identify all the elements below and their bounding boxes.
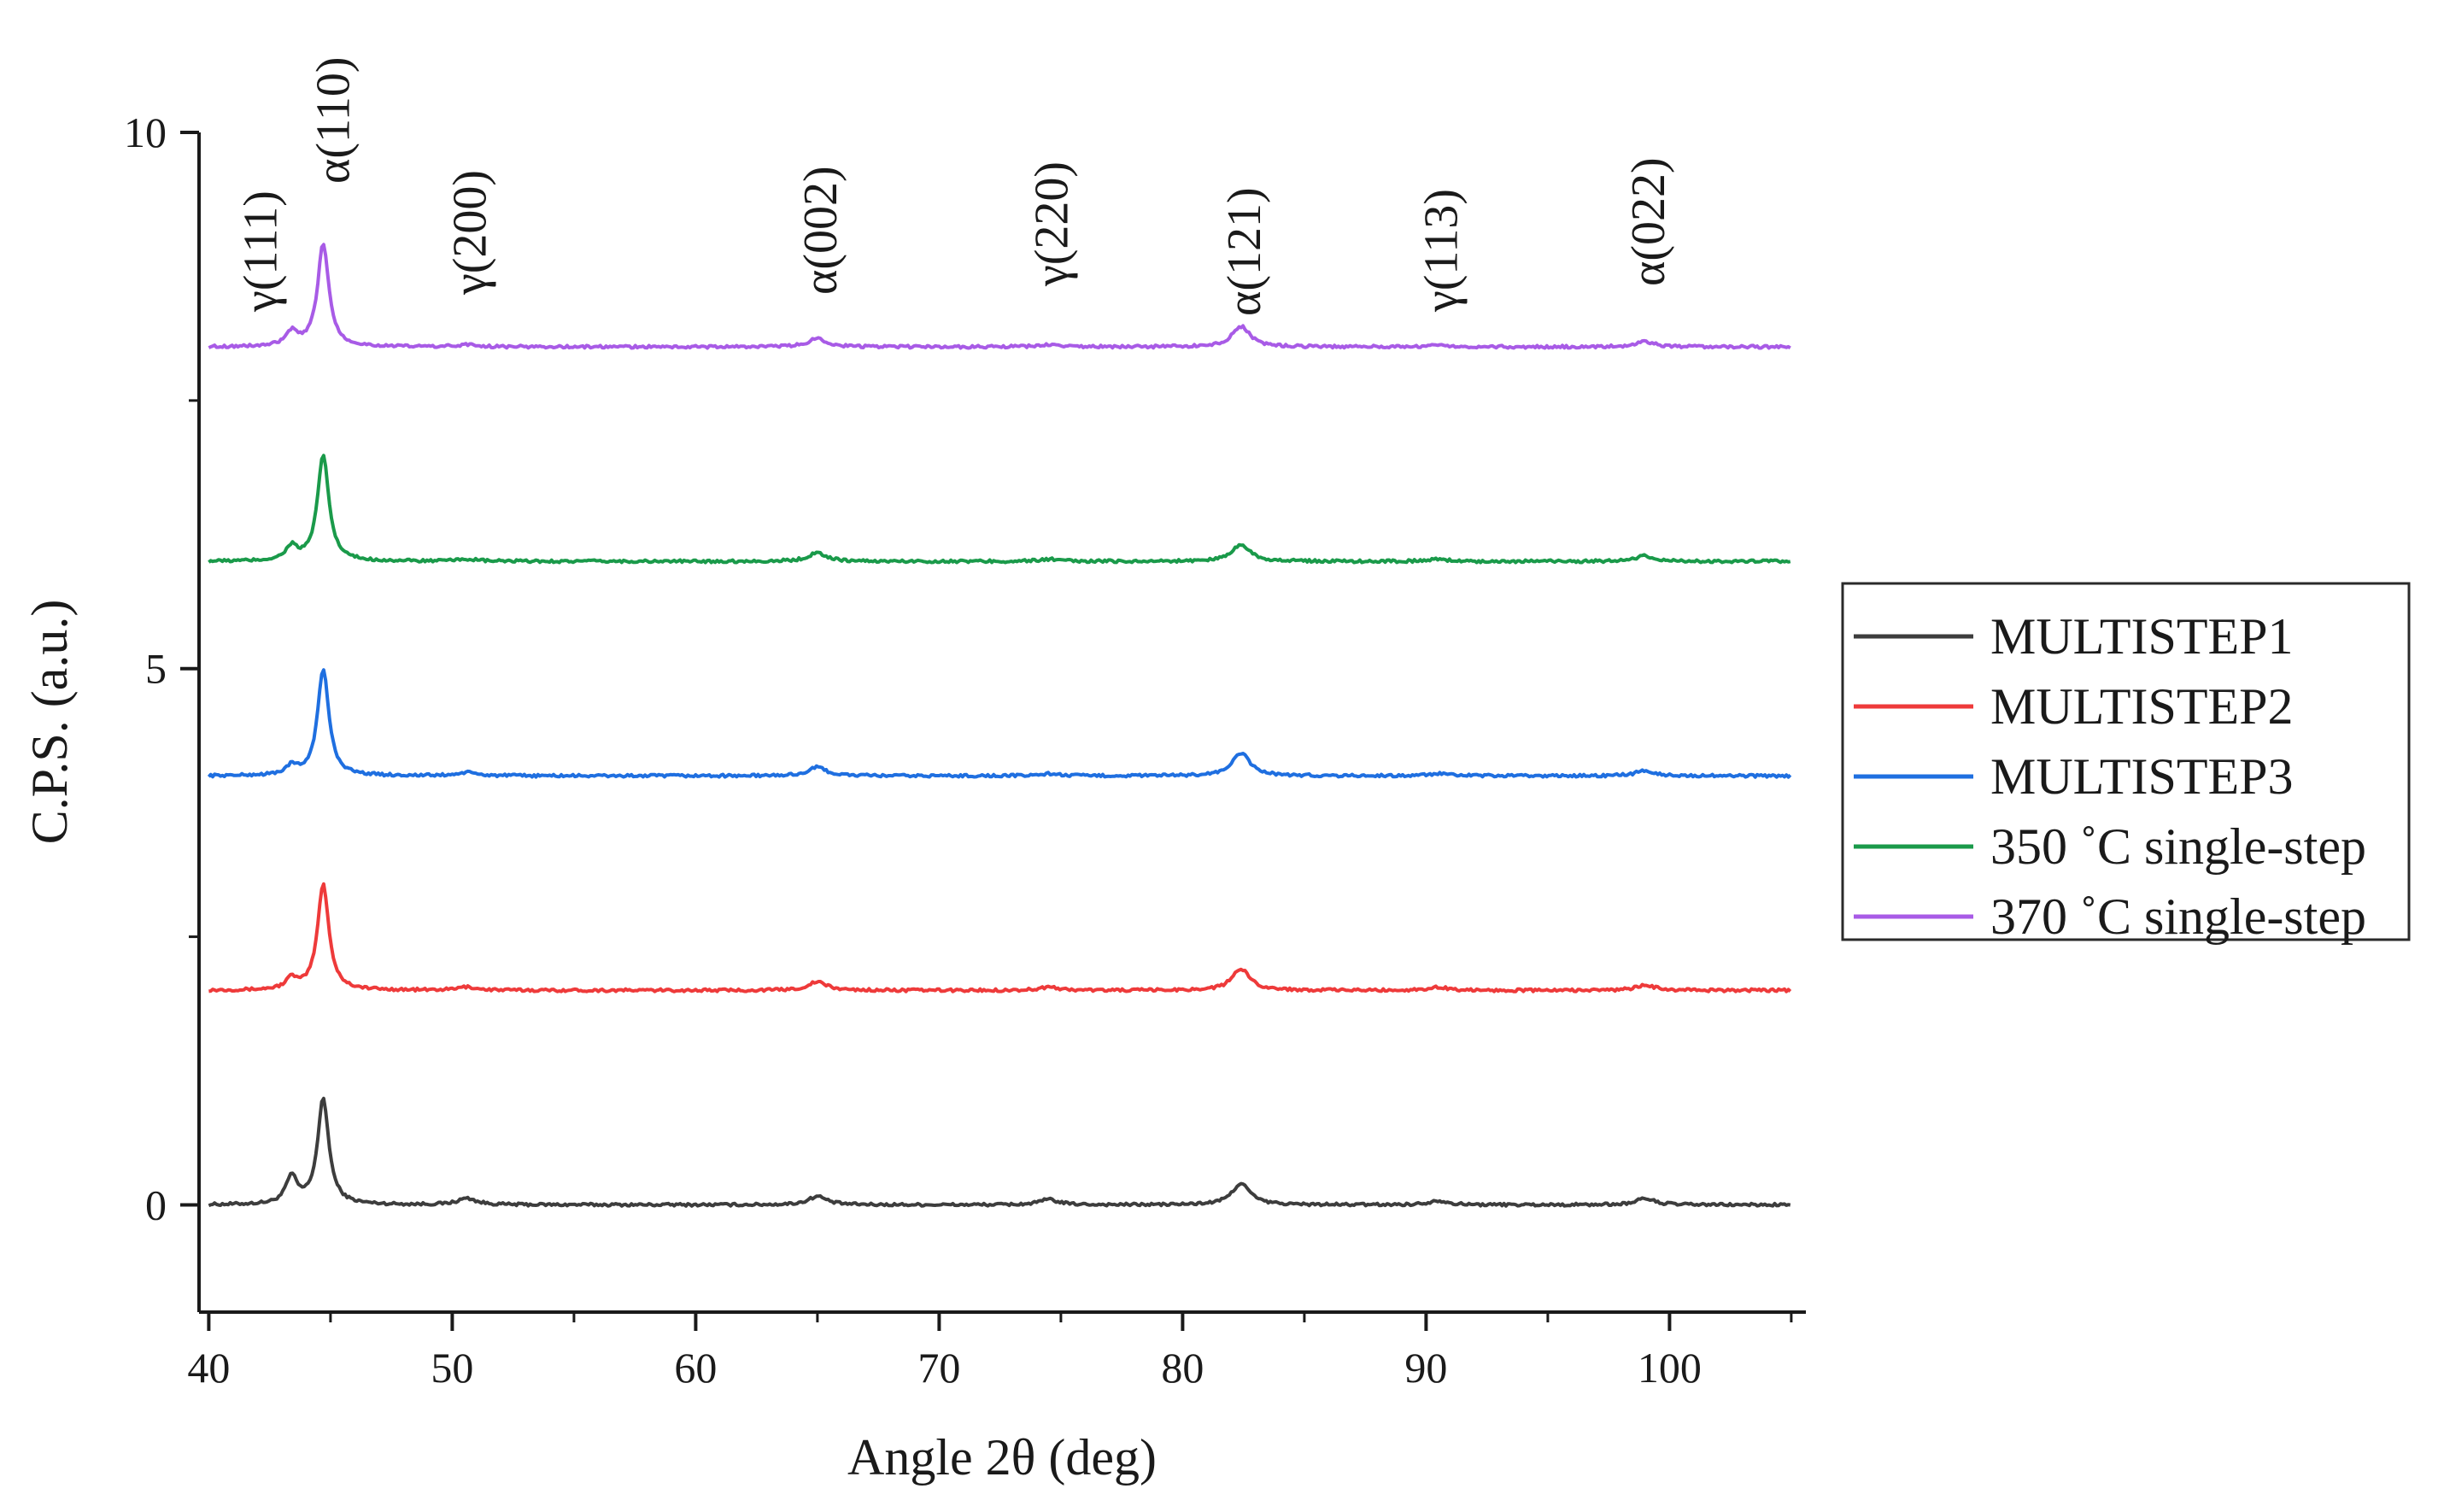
series-group (207, 243, 1792, 1208)
x-tick-label: 60 (674, 1344, 717, 1392)
series-line-multistep2 (208, 882, 1792, 993)
peak-label-110: α(110) (307, 56, 360, 184)
peak-label-121: α(121) (1218, 187, 1271, 316)
x-tick-label: 90 (1404, 1344, 1447, 1392)
y-tick-label: 10 (124, 108, 167, 156)
peak-label-200: γ(200) (444, 170, 497, 296)
series-line-370-c-single-step (208, 243, 1791, 350)
peak-label-002: α(002) (794, 166, 847, 295)
x-tick-label: 100 (1638, 1344, 1702, 1392)
y-axis-title: C.P.S. (a.u.) (21, 600, 78, 845)
peak-label-022: α(022) (1622, 157, 1675, 286)
axes-group (197, 132, 1806, 1314)
legend-label-multistep3: MULTISTEP3 (1990, 748, 2294, 805)
x-tick-label: 80 (1161, 1344, 1204, 1392)
x-tick-label: 70 (917, 1344, 960, 1392)
peak-label-220: γ(220) (1026, 161, 1079, 287)
legend-box (1841, 582, 2411, 941)
legend: MULTISTEP1 MULTISTEP2 MULTISTEP3 350 ˚C sin… (1841, 582, 2411, 945)
peak-labels-group: γ(111) α(110) γ(200) α(002) γ(220) α(121) γ(11… (234, 56, 1675, 316)
series-line-350-c-single-step (208, 454, 1791, 565)
y-tick-label: 5 (145, 645, 167, 693)
legend-label-370-c-single-step: 370 ˚C single-step (1990, 888, 2366, 945)
legend-label-350-c-single-step: 350 ˚C single-step (1990, 818, 2366, 875)
series-line-multistep1 (208, 1096, 1791, 1208)
peak-label-111: γ(111) (234, 190, 287, 313)
x-axis-title: Angle 2θ (deg) (847, 1429, 1157, 1486)
legend-label-multistep1: MULTISTEP1 (1990, 608, 2294, 665)
peak-label-113: γ(113) (1415, 189, 1468, 313)
ticks-group: 40 50 60 70 80 90 100 0 5 10 (124, 108, 1793, 1392)
x-tick-label: 50 (431, 1344, 473, 1392)
x-tick-label: 40 (187, 1344, 230, 1392)
series-line-multistep3 (207, 668, 1792, 779)
legend-label-multistep2: MULTISTEP2 (1990, 678, 2294, 735)
y-tick-label: 0 (145, 1181, 167, 1228)
